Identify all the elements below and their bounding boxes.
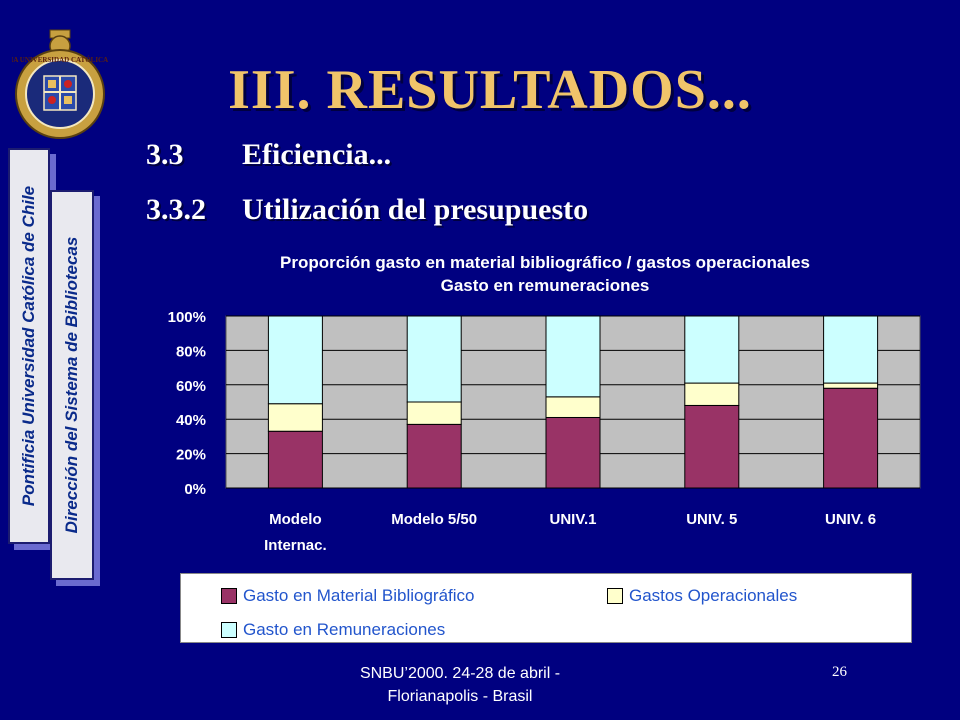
y-tick-label: 80% bbox=[176, 343, 206, 360]
bar-segment bbox=[684, 382, 740, 406]
bar-segment bbox=[545, 315, 601, 398]
legend-item-operacionales: Gastos Operacionales bbox=[607, 586, 797, 606]
section-heading: 3.3 Eficiencia... bbox=[146, 138, 391, 172]
legend-swatch-material bbox=[221, 588, 237, 604]
bar-segment bbox=[823, 315, 879, 384]
bar-segment bbox=[823, 382, 879, 389]
chart-legend: Gasto en Material Bibliográfico Gastos O… bbox=[180, 573, 912, 643]
section-number: 3.3 bbox=[146, 138, 184, 171]
side-text-libraries: Dirección del Sistema de Bibliotecas bbox=[62, 236, 81, 534]
side-band-university: Pontificia Universidad Católica de Chile bbox=[8, 148, 50, 544]
bar-segment bbox=[545, 416, 601, 489]
legend-label-operacionales: Gastos Operacionales bbox=[629, 586, 798, 605]
bar-segment bbox=[823, 387, 879, 489]
section-label: Eficiencia... bbox=[242, 138, 392, 171]
x-tick-label: UNIV. 5 bbox=[686, 511, 737, 528]
bar-segment bbox=[545, 396, 601, 418]
bar-segment bbox=[684, 315, 740, 384]
bar-segment bbox=[267, 430, 323, 489]
stacked-bar-chart: 0% 20% 40% 60% 80% 100% Modelo Internac. Modelo … bbox=[168, 309, 921, 554]
legend-label-material: Gasto en Material Bibliográfico bbox=[243, 586, 475, 605]
subsection-heading: 3.3.2 Utilización del presupuesto bbox=[146, 193, 588, 227]
legend-swatch-remuneraciones bbox=[221, 622, 237, 638]
bar-segment bbox=[684, 404, 740, 489]
legend-label-remuneraciones: Gasto en Remuneraciones bbox=[243, 620, 446, 639]
x-tick-label: UNIV.1 bbox=[550, 511, 597, 528]
x-tick-label: Modelo bbox=[269, 511, 322, 528]
legend-swatch-operacionales bbox=[607, 588, 623, 604]
logo-text: PONTIFICIA UNIVERSIDAD CATÓLICA DE CHILE bbox=[12, 56, 108, 64]
footer-line-1: SNBU’2000. 24-28 de abril - bbox=[359, 665, 561, 682]
side-text-university: Pontificia Universidad Católica de Chile bbox=[19, 185, 38, 507]
bar-segment bbox=[406, 401, 462, 425]
y-tick-label: 100% bbox=[168, 309, 206, 326]
chart-title: Proporción gasto en material bibliográfi… bbox=[280, 253, 810, 272]
legend-item-material: Gasto en Material Bibliográfico bbox=[221, 586, 475, 606]
slide-title: III. RESULTADOS... bbox=[228, 59, 752, 121]
side-band-libraries: Dirección del Sistema de Bibliotecas bbox=[50, 190, 94, 580]
x-tick-label: Internac. bbox=[264, 537, 327, 554]
legend-item-remuneraciones: Gasto en Remuneraciones bbox=[221, 620, 445, 640]
subsection-number: 3.3.2 bbox=[146, 193, 206, 226]
x-tick-label: UNIV. 6 bbox=[825, 511, 876, 528]
y-tick-label: 0% bbox=[184, 481, 206, 498]
subsection-label: Utilización del presupuesto bbox=[242, 193, 589, 226]
footer-line-2: Florianapolis - Brasil bbox=[387, 688, 533, 705]
bar-segment bbox=[267, 315, 323, 405]
university-crest-icon: PONTIFICIA UNIVERSIDAD CATÓLICA DE CHILE bbox=[12, 29, 108, 139]
bar-segment bbox=[406, 315, 462, 403]
footer: SNBU’2000. 24-28 de abril - Florianapoli… bbox=[330, 662, 590, 708]
bar-segment bbox=[406, 423, 462, 489]
bar-segment bbox=[267, 403, 323, 432]
y-tick-label: 20% bbox=[176, 447, 206, 464]
y-tick-label: 60% bbox=[176, 378, 206, 395]
page-number: 26 bbox=[832, 664, 847, 680]
x-tick-label: Modelo 5/50 bbox=[391, 511, 477, 528]
y-tick-label: 40% bbox=[176, 412, 206, 429]
chart-subtitle: Gasto en remuneraciones bbox=[440, 276, 650, 295]
